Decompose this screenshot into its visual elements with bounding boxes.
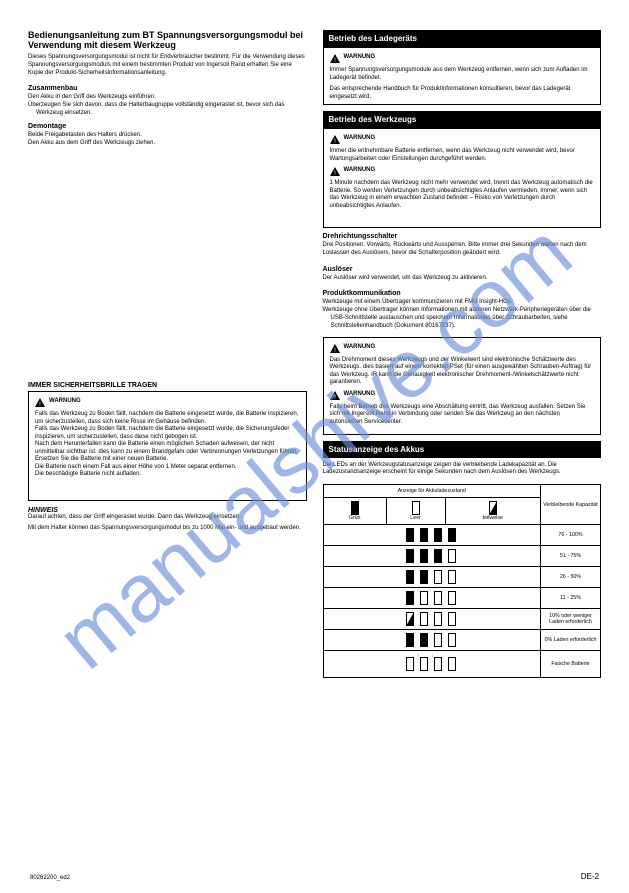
comm-2: Werkzeuge ohne Übertrager können Informa… [323, 307, 602, 330]
table-row: 0% Laden erforderlich [323, 630, 601, 651]
warn-label: WARNUNG [344, 167, 376, 173]
warning-icon: ! [330, 54, 340, 63]
svg-text:↓: ↓ [431, 654, 433, 658]
warning-icon: ! [330, 391, 340, 400]
table-row: ↑ ↓ Falsche Batterie [323, 651, 601, 678]
warn-label: WARNUNG [344, 135, 376, 141]
page-number: DE-2 [581, 872, 599, 881]
batt-col-head-1: Anzeige für Akkuladezustand [323, 485, 541, 498]
elec-warn-2: Falls beim Betrieb des Werkzeugs eine Ab… [330, 404, 595, 427]
charger-box: ! WARNUNG Immer Spannungsversorgungsmodu… [323, 47, 602, 105]
bar-tool: Betrieb des Werkzeugs [323, 111, 602, 128]
warn-6: Die beschädigte Batterie nicht aufladen. [35, 471, 300, 479]
table-row: 51 - 75% [323, 546, 601, 567]
elec-warn-1: Das Drehmoment dieses Werkzeugs und der … [330, 357, 595, 387]
led-icon [402, 633, 462, 647]
left-warn-box: ! WARNUNG Falls das Werkzeug zu Boden fä… [28, 391, 307, 501]
batt-col-head-2: Verbleibende Kapazität [541, 485, 601, 525]
doc-tag: 80262200_ed2 [30, 875, 70, 881]
ausl-text: Der Auslöser wird verwendet, um das Werk… [323, 275, 602, 283]
legend-partial: teilweise [445, 498, 540, 525]
battery-table: Anzeige für Akkuladezustand Verbleibende… [323, 484, 602, 678]
disasm-2: Den Akku aus dem Griff des Werkzeugs zie… [28, 140, 307, 148]
legend-empty: Leer [386, 498, 445, 525]
dreh-text: Drei Positionen: Vorwärts, Rückwärts und… [323, 242, 602, 258]
led-icon [402, 612, 462, 626]
dreh-head: Drehrichtungsschalter [323, 233, 602, 240]
note-2: Mit dem Halter können das Spannungsverso… [28, 525, 307, 533]
warn-header: IMMER SICHERHEITSBRILLE TRAGEN [28, 382, 307, 389]
elec-box: ! WARNUNG Das Drehmoment dieses Werkzeug… [323, 337, 602, 435]
svg-text:↑: ↑ [417, 654, 419, 658]
bar-charger: Betrieb des Ladegeräts [323, 30, 602, 47]
tool-warn-2: 1 Minute nachdem das Werkzeug nicht mehr… [330, 180, 595, 210]
warning-icon: ! [330, 167, 340, 176]
table-row: 26 - 50% [323, 567, 601, 588]
table-row: 76 - 100% [323, 525, 601, 546]
assembly-head: Zusammenbau [28, 85, 307, 92]
warning-icon: ! [35, 398, 45, 407]
bar-battery: Statusanzeige des Akkus [323, 441, 602, 458]
led-icon [402, 549, 462, 563]
right-column: Betrieb des Ladegeräts ! WARNUNG Immer S… [323, 30, 602, 873]
warning-icon: ! [330, 135, 340, 144]
batt-intro: Die LEDs an der Werkzeugstatusanzeige ze… [323, 462, 602, 478]
led-icon [402, 591, 462, 605]
left-title: Bedienungsanleitung zum BT Spannungsvers… [28, 30, 307, 50]
table-row: 11 - 25% [323, 588, 601, 609]
legend-green: Grün [323, 498, 386, 525]
warn-label: WARNUNG [344, 54, 376, 60]
led-icon: ↑ ↓ [402, 654, 462, 674]
left-column: Bedienungsanleitung zum BT Spannungsvers… [28, 30, 307, 873]
page-container: Bedienungsanleitung zum BT Spannungsvers… [0, 0, 629, 893]
warn-3: Nach dem Herunterfallen kann die Batteri… [35, 441, 300, 456]
disasm-1: Beide Freigabetasten des Halters drücken… [28, 132, 307, 140]
left-intro: Dieses Spannungsversorgungsmodul ist nic… [28, 54, 307, 77]
disasm-head: Demontage [28, 123, 307, 130]
tool-warn-1: Immer die entnehmbare Batterie entfernen… [330, 148, 595, 163]
warn-2: Falls das Werkzeug zu Boden fällt, nachd… [35, 426, 300, 441]
charger-text: Das entsprechende Handbuch für Produktin… [330, 86, 595, 101]
warn-5: Die Batterie nach einem Fall aus einer H… [35, 464, 300, 472]
assembly-2: Überzeugen Sie sich davon, dass die Halt… [28, 102, 307, 118]
warning-icon: ! [330, 344, 340, 353]
led-icon [402, 570, 462, 584]
warn-label: WARNUNG [344, 344, 376, 350]
led-icon [402, 528, 462, 542]
charger-warn: Immer Spannungsversorgungsmodule aus dem… [330, 67, 595, 82]
ausl-head: Auslöser [323, 266, 602, 273]
warn-label: WARNUNG [344, 391, 376, 397]
note-head: HINWEIS [28, 507, 307, 514]
warn-label: WARNUNG [49, 398, 300, 406]
warn-1: Falls das Werkzeug zu Boden fällt, nachd… [35, 411, 300, 426]
warn-4: Ersetzen Sie die Batterie mit einer neue… [35, 456, 300, 464]
note-1: Darauf achten, dass der Griff eingeraste… [28, 514, 307, 522]
tool-box: ! WARNUNG Immer die entnehmbare Batterie… [323, 128, 602, 228]
comm-head: Produktkommunikation [323, 290, 602, 297]
table-row: 10% oder weniger Laden erforderlich [323, 609, 601, 630]
